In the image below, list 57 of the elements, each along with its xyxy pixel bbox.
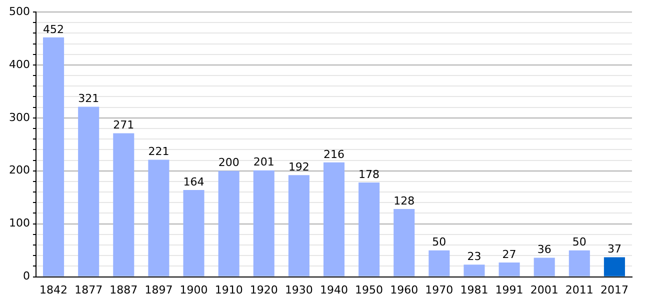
x-tick-label: 1930 [284,283,313,296]
x-tick-label: 2017 [600,283,628,296]
x-tick-label: 1887 [110,283,138,296]
bar [148,160,170,276]
data-label: 201 [253,156,274,169]
x-tick-label: 1897 [144,283,173,296]
data-label: 216 [324,148,344,161]
bar [428,250,450,276]
data-label: 27 [502,248,516,261]
bar [323,162,345,276]
x-tick-label: 2001 [530,283,558,296]
data-label: 37 [607,242,622,256]
y-tick-label: 100 [8,216,30,230]
x-tick-label: 1877 [74,283,103,296]
y-tick-label: 500 [8,4,30,18]
x-tick-label: 1950 [355,283,384,296]
x-tick-label: 2011 [565,283,594,296]
bar [358,182,380,276]
x-tick-label: 1940 [320,283,348,296]
x-tick-label: 1991 [495,283,524,296]
data-label: 192 [288,160,310,174]
bar [604,257,625,276]
data-label: 164 [183,175,204,188]
bar [498,262,520,276]
y-tick-label: 0 [22,270,30,283]
x-tick-label: 1960 [390,283,418,296]
data-label: 50 [432,236,446,249]
bar [568,250,590,276]
bar [253,170,274,276]
data-label: 321 [78,92,100,106]
data-label: 23 [467,250,482,263]
x-tick-label: 1910 [214,283,243,296]
y-tick-label: 200 [8,164,30,177]
y-tick-label: 400 [8,58,30,71]
bar [464,264,485,276]
data-label: 36 [537,243,552,256]
x-tick-label: 1970 [425,283,454,296]
data-label: 221 [148,145,170,158]
x-tick-label: 1920 [250,283,278,296]
bar [113,133,134,276]
y-tick-label: 300 [8,110,30,124]
x-tick-label: 1981 [460,283,488,296]
data-label: 271 [113,118,134,132]
data-label: 128 [394,194,415,208]
bar [43,37,64,276]
x-tick-label: 1900 [180,283,208,296]
bar [288,175,310,276]
bar [218,170,240,276]
bar [78,106,100,276]
data-label: 452 [43,22,64,36]
data-label: 178 [358,168,380,181]
bar [183,190,204,276]
data-label: 200 [218,156,240,170]
bar [534,258,555,276]
bar [394,209,415,276]
x-tick-label: 1842 [40,283,68,296]
data-label: 50 [572,236,586,249]
